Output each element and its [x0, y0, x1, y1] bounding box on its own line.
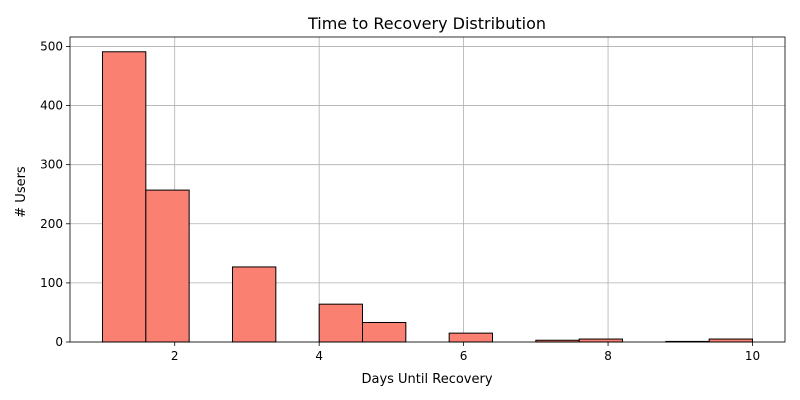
x-tick-label: 6	[460, 349, 468, 363]
histogram-bar	[145, 189, 190, 343]
y-tick-label: 500	[40, 39, 63, 53]
y-axis-label: # Users	[14, 166, 29, 218]
plot-frame	[69, 36, 786, 343]
histogram-bar	[318, 303, 363, 343]
histogram-bar	[232, 266, 277, 343]
histogram-bar	[102, 51, 147, 343]
y-tick-label: 0	[55, 335, 63, 349]
y-tick-label: 400	[40, 99, 63, 113]
x-axis-label: Days Until Recovery	[361, 372, 492, 387]
chart-title: Time to Recovery Distribution	[307, 14, 546, 33]
y-tick-label: 300	[40, 158, 63, 172]
x-tick-label: 10	[745, 349, 760, 363]
x-tick-label: 4	[315, 349, 323, 363]
x-tick-label: 2	[171, 349, 179, 363]
y-tick-label: 100	[40, 276, 63, 290]
histogram-bar	[362, 321, 407, 343]
y-tick-label: 200	[40, 217, 63, 231]
histogram-bar	[448, 332, 493, 343]
bars-layer	[102, 51, 754, 343]
histogram-bar	[578, 338, 624, 343]
histogram-bar	[708, 338, 754, 343]
x-tick-label: 8	[604, 349, 612, 363]
